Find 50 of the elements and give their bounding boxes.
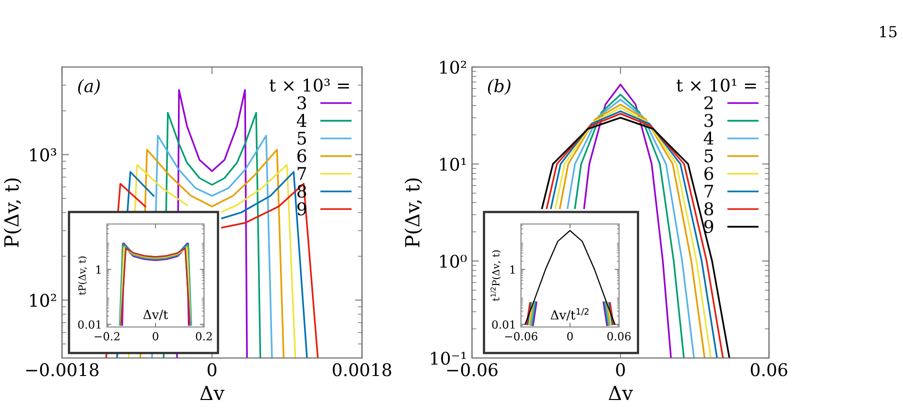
y-tick-label: 10² bbox=[440, 60, 466, 74]
legend-label: 6 bbox=[704, 166, 714, 180]
x-tick-label: 0.2 bbox=[196, 332, 212, 340]
legend-label: 4 bbox=[704, 132, 714, 144]
x-tick-label: 0 bbox=[616, 363, 625, 376]
x-tick-label: −0.06 bbox=[447, 363, 498, 376]
legend-label: 5 bbox=[704, 150, 713, 162]
x-axis-title: Δv bbox=[608, 386, 633, 400]
legend-label: 2 bbox=[704, 96, 713, 110]
legend-label: 5 bbox=[298, 132, 306, 145]
x-tick-label: 0 bbox=[567, 332, 573, 340]
y-tick-label: 10³ bbox=[30, 148, 56, 162]
legend-label: 9 bbox=[704, 220, 714, 234]
legend-label: 7 bbox=[298, 167, 306, 180]
x-tick-label: −0.0018 bbox=[26, 363, 98, 376]
y-axis-title: P(Δv, t) bbox=[404, 178, 422, 247]
y-axis-title: t$^{1/2}$P(Δv, t) bbox=[490, 250, 501, 302]
x-axis-title: Δv bbox=[200, 386, 224, 400]
annotation: (b) bbox=[488, 78, 510, 95]
legend-title: t × 10³ = bbox=[270, 78, 349, 92]
x-tick-label: 0.0018 bbox=[332, 363, 392, 376]
legend-label: 8 bbox=[704, 202, 714, 216]
y-tick-label: 10⁻¹ bbox=[431, 352, 466, 365]
y-tick-label: 1 bbox=[510, 265, 515, 274]
y-axis-title: P(Δv, t) bbox=[4, 178, 22, 247]
y-tick-label: 10² bbox=[30, 294, 56, 307]
x-tick-label: 0 bbox=[152, 332, 158, 340]
y-axis-title: tP(Δv, t) bbox=[78, 256, 88, 295]
line-series bbox=[524, 230, 616, 325]
legend-label: 3 bbox=[704, 114, 714, 128]
legend-label: 7 bbox=[704, 184, 714, 198]
text: 15 bbox=[880, 26, 897, 38]
x-axis-title: Δv/t$^{1/2}$ bbox=[550, 308, 589, 321]
x-tick-label: 0.06 bbox=[750, 363, 788, 376]
x-tick-label: −0.06 bbox=[505, 332, 538, 340]
legend-label: 3 bbox=[298, 96, 306, 110]
y-tick-label: 0.01 bbox=[492, 320, 515, 329]
y-tick-label: 1 bbox=[96, 265, 101, 274]
x-tick-label: −0.2 bbox=[94, 332, 120, 340]
x-axis-title: Δv/t bbox=[143, 310, 168, 320]
legend-label: 6 bbox=[297, 149, 306, 162]
line-series bbox=[574, 94, 685, 358]
x-tick-label: 0 bbox=[208, 363, 216, 376]
annotation: (a) bbox=[78, 78, 100, 95]
x-tick-label: 0.06 bbox=[607, 332, 631, 340]
legend-label: 4 bbox=[296, 114, 306, 127]
y-tick-label: 10¹ bbox=[440, 158, 466, 171]
legend-title: t × 10¹ = bbox=[676, 78, 756, 92]
y-tick-label: 10⁰ bbox=[440, 254, 467, 268]
y-tick-label: 0.01 bbox=[78, 320, 101, 329]
